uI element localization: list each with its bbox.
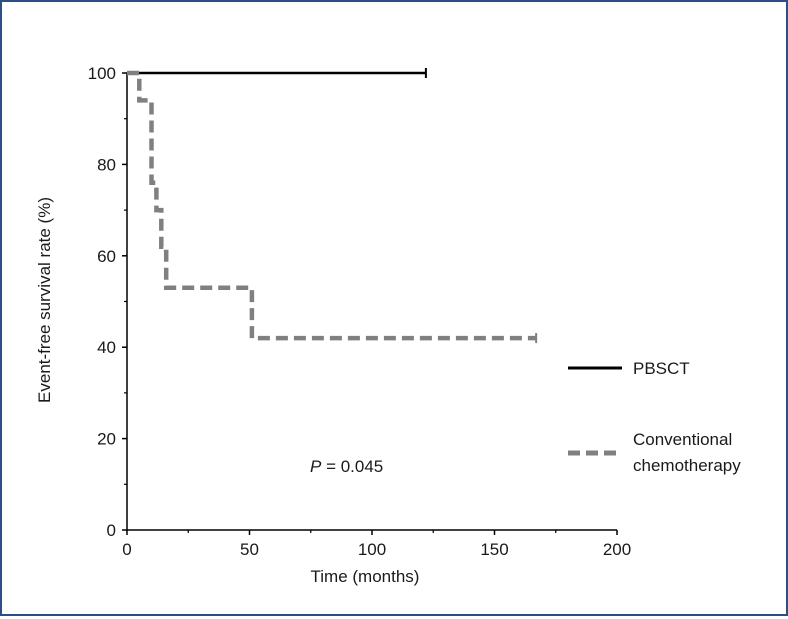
y-tick-label: 80 bbox=[97, 155, 116, 174]
y-axis-title: Event-free survival rate (%) bbox=[35, 197, 54, 403]
y-tick-label: 0 bbox=[107, 521, 116, 540]
x-tick-label: 200 bbox=[603, 540, 631, 559]
legend-label-pbsct: PBSCT bbox=[633, 359, 690, 378]
y-tick-label: 40 bbox=[97, 338, 116, 357]
axes: 0 50 100 150 200 0 20 40 60 80 100 bbox=[88, 64, 632, 559]
survival-curve-conventional bbox=[127, 70, 537, 341]
y-tick-label: 60 bbox=[97, 247, 116, 266]
legend: PBSCT Conventional chemotherapy bbox=[568, 359, 741, 475]
legend-label-conventional-line2: chemotherapy bbox=[633, 456, 741, 475]
p-value-text: = 0.045 bbox=[321, 457, 383, 476]
x-tick-label: 0 bbox=[122, 540, 131, 559]
series-group bbox=[127, 68, 538, 344]
x-axis-title: Time (months) bbox=[311, 567, 420, 586]
x-tick-label: 150 bbox=[480, 540, 508, 559]
x-tick-label: 50 bbox=[240, 540, 259, 559]
y-tick-label: 20 bbox=[97, 430, 116, 449]
p-value-annotation: P = 0.045 bbox=[310, 457, 383, 476]
p-value-prefix: P bbox=[310, 457, 322, 476]
x-tick-label: 100 bbox=[358, 540, 386, 559]
legend-label-conventional-line1: Conventional bbox=[633, 430, 732, 449]
y-tick-label: 100 bbox=[88, 64, 116, 83]
